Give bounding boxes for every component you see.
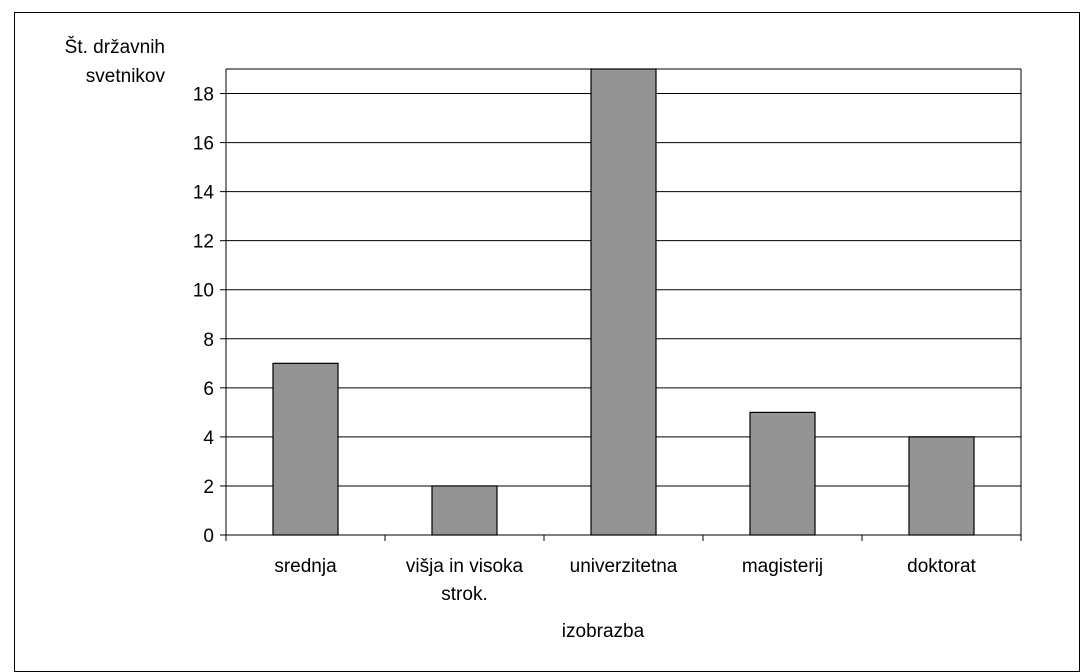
- x-axis-label: izobrazba: [562, 621, 645, 642]
- y-tick-label: 10: [193, 281, 214, 302]
- y-tick-label: 2: [203, 477, 214, 498]
- bar: [431, 485, 498, 536]
- y-tick-label: 6: [203, 379, 214, 400]
- y-tick-label: 0: [203, 526, 214, 547]
- x-tick-label: magisterij: [742, 556, 823, 577]
- x-tick-label: univerzitetna: [570, 556, 678, 577]
- chart-frame: [14, 12, 1080, 672]
- y-tick-label: 16: [193, 134, 214, 155]
- bar: [908, 436, 975, 536]
- y-axis-label: Št. državnih svetnikov: [65, 36, 166, 87]
- y-tick-label: 14: [193, 183, 215, 204]
- bar: [749, 411, 816, 536]
- axes: [220, 68, 1022, 541]
- y-tick-labels: 0 2 4 6 8 10 12 14 16 18: [193, 85, 215, 547]
- x-tick-label: doktorat: [907, 556, 976, 577]
- bars: [272, 68, 975, 536]
- y-axis-label-line: Št. državnih: [65, 36, 165, 58]
- y-tick-label: 18: [193, 85, 214, 106]
- y-tick-label: 12: [193, 232, 214, 253]
- x-tick-labels: srednja višja in visoka strok. univerzitetn…: [274, 556, 976, 605]
- y-tick-label: 8: [203, 330, 214, 351]
- x-tick-label: strok.: [441, 584, 487, 605]
- y-axis-label-line: svetnikov: [86, 66, 166, 87]
- x-tick-label: srednja: [274, 556, 337, 577]
- y-tick-label: 4: [203, 428, 214, 449]
- bar: [590, 68, 657, 536]
- bar: [272, 362, 339, 536]
- x-tick-label: višja in visoka: [406, 556, 524, 577]
